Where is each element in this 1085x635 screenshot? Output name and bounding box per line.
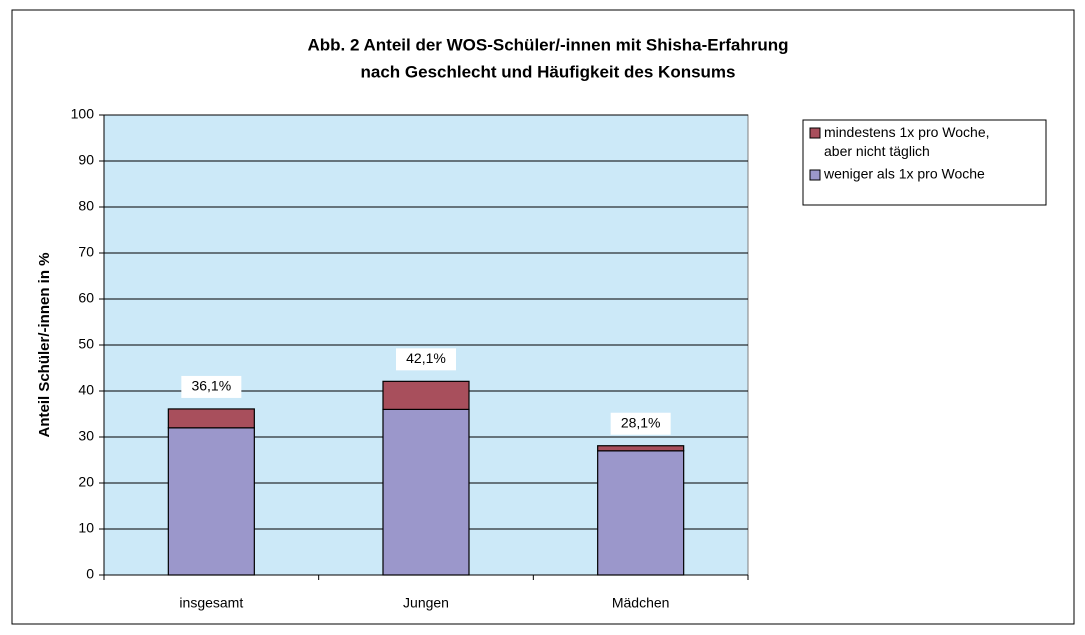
x-tick-label: insgesamt	[179, 595, 243, 611]
chart-title: Abb. 2 Anteil der WOS-Schüler/-innen mit…	[307, 35, 788, 54]
data-label-box	[610, 412, 671, 435]
legend-swatch	[809, 127, 821, 139]
bar-segment	[382, 408, 470, 576]
y-tick-label: 0	[86, 566, 94, 582]
data-label: 42,1%	[406, 350, 446, 366]
x-tick-label: Jungen	[403, 595, 449, 611]
y-tick-label: 30	[78, 428, 94, 444]
bar-segment	[597, 445, 685, 452]
data-label-box	[396, 348, 456, 371]
data-label: 28,1%	[621, 414, 661, 430]
y-tick-label: 10	[78, 520, 94, 536]
x-tick-label: Mädchen	[612, 595, 670, 611]
legend-box	[802, 119, 1047, 206]
bar-segment	[597, 450, 685, 576]
y-tick-label: 90	[78, 152, 94, 168]
y-tick-label: 100	[71, 106, 95, 122]
y-tick-label: 80	[78, 198, 94, 214]
legend-swatch	[809, 169, 821, 181]
y-tick-label: 70	[78, 244, 94, 260]
y-tick-label: 20	[78, 474, 94, 490]
y-tick-label: 40	[78, 382, 94, 398]
legend-label: mindestens 1x pro Woche, aber nicht tägli…	[824, 124, 990, 159]
bar-segment	[167, 427, 255, 576]
bar-segment	[167, 408, 255, 429]
legend-label: weniger als 1x pro Woche	[823, 166, 985, 182]
bar-segment	[382, 380, 470, 410]
data-label: 36,1%	[191, 378, 231, 394]
y-axis-label: Anteil Schüler/-innen in %	[36, 252, 53, 437]
data-label-box	[181, 375, 242, 398]
y-tick-label: 50	[78, 336, 94, 352]
chart-subtitle: nach Geschlecht und Häufigkeit des Konsu…	[360, 62, 735, 81]
y-tick-label: 60	[78, 290, 94, 306]
